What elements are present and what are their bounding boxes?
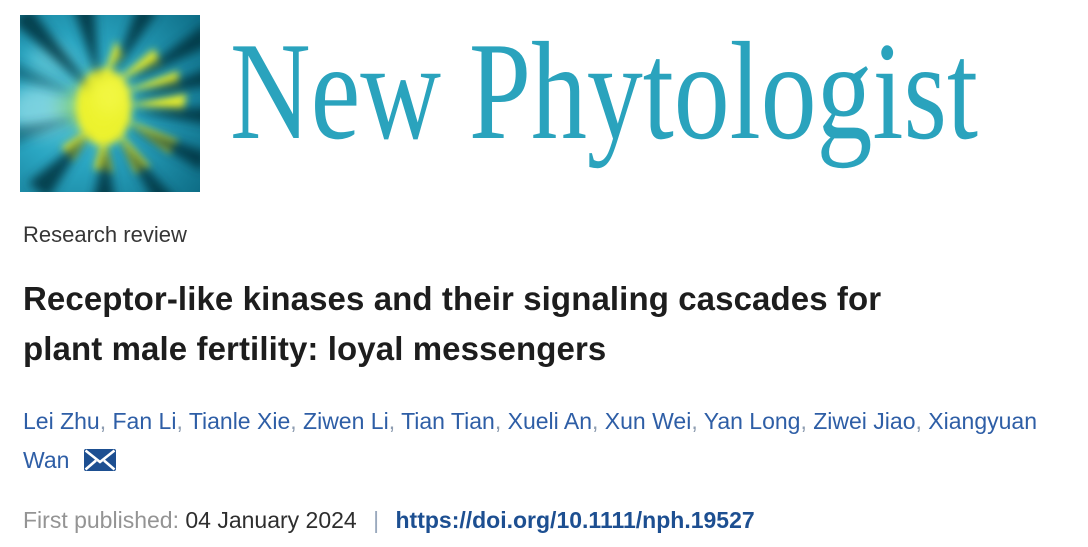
new-phytologist-logo [20,15,200,192]
publication-info: First published: 04 January 2024 | https… [23,507,755,534]
author-separator: , [99,408,113,434]
author-separator: , [494,408,508,434]
article-title: Receptor-like kinases and their signalin… [23,274,1083,374]
author-link[interactable]: Xueli An [507,408,593,434]
author-separator: , [800,408,814,434]
first-published-label: First published: [23,507,179,533]
author-link[interactable]: Yan Long [703,408,801,434]
author-separator: , [915,408,929,434]
author-link[interactable]: Ziwen Li [303,408,389,434]
author-link[interactable]: Xun Wei [604,408,692,434]
separator-pipe: | [373,507,380,533]
author-link[interactable]: Tianle Xie [188,408,291,434]
author-link[interactable]: Ziwei Jiao [813,408,916,434]
doi-link[interactable]: https://doi.org/10.1111/nph.19527 [395,507,755,533]
envelope-icon[interactable] [83,449,116,471]
author-separator: , [691,408,704,434]
author-link[interactable]: Fan Li [112,408,177,434]
publication-date: 04 January 2024 [185,507,357,533]
author-separator: , [388,408,402,434]
article-title-line1: Receptor-like kinases and their signalin… [23,280,882,317]
author-link[interactable]: Lei Zhu [23,408,100,434]
author-separator: , [592,408,605,434]
author-list: Lei Zhu, Fan Li, Tianle Xie, Ziwen Li, T… [23,402,1043,480]
author-link[interactable]: Xiangyuan Wan [23,408,1037,473]
article-title-line2: plant male fertility: loyal messengers [23,330,607,367]
journal-name-text: New Phytologist [230,20,978,169]
author-separator: , [176,408,189,434]
journal-wordmark: New Phytologist [230,20,978,169]
author-separator: , [290,408,304,434]
author-link[interactable]: Tian Tian [401,408,495,434]
logo-artwork-icon [20,15,200,192]
article-category: Research review [23,222,187,247]
